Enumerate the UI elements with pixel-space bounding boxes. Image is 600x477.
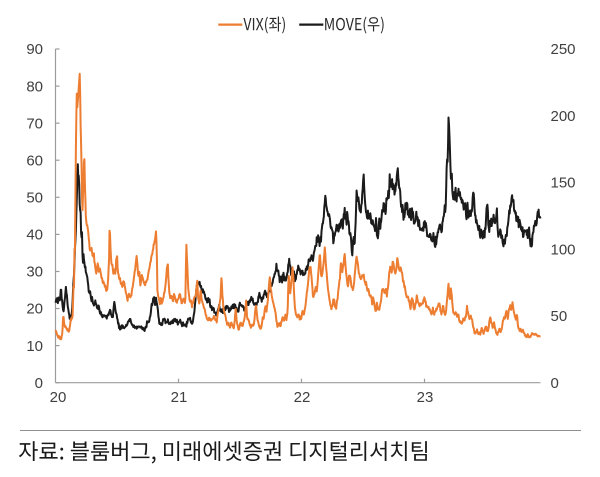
svg-text:20: 20: [26, 301, 43, 318]
svg-text:150: 150: [551, 175, 576, 192]
svg-text:40: 40: [26, 227, 43, 244]
svg-text:60: 60: [26, 152, 43, 169]
svg-text:50: 50: [551, 308, 568, 325]
svg-text:50: 50: [26, 190, 43, 207]
svg-text:20: 20: [50, 389, 67, 406]
svg-text:70: 70: [26, 115, 43, 132]
svg-text:23: 23: [417, 389, 434, 406]
svg-text:80: 80: [26, 78, 43, 95]
svg-text:21: 21: [171, 389, 188, 406]
svg-text:0: 0: [551, 375, 559, 392]
svg-text:90: 90: [26, 41, 43, 58]
svg-text:250: 250: [551, 41, 576, 58]
svg-text:200: 200: [551, 108, 576, 125]
svg-text:0: 0: [35, 375, 43, 392]
svg-text:30: 30: [26, 264, 43, 281]
svg-text:10: 10: [26, 338, 43, 355]
svg-text:100: 100: [551, 241, 576, 258]
svg-text:22: 22: [294, 389, 311, 406]
